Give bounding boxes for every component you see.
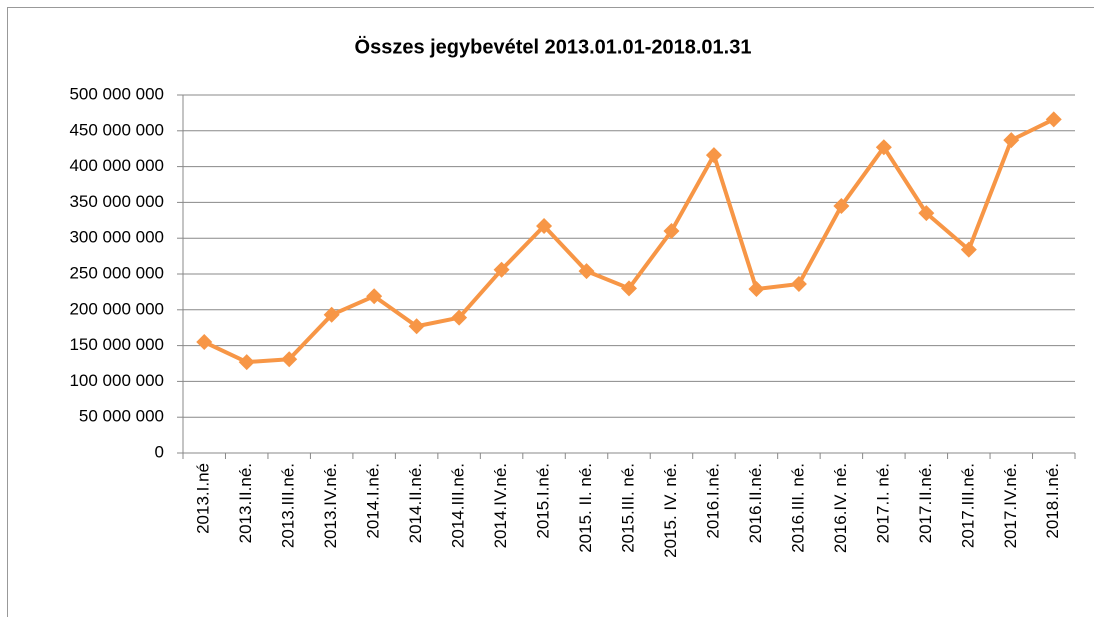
y-tick-label: 450 000 000	[69, 120, 164, 139]
data-point	[621, 280, 637, 297]
x-tick-label: 2017.III.né.	[958, 463, 977, 548]
series-line	[203, 117, 1055, 365]
data-point	[238, 354, 255, 371]
y-tick-label: 150 000 000	[69, 335, 164, 354]
x-tick-label: 2014.IV.né.	[491, 463, 510, 548]
y-tick-label: 200 000 000	[69, 299, 164, 318]
data-point	[1045, 111, 1062, 128]
x-tick-label: 2016.III. né.	[788, 463, 807, 553]
x-tick-label: 2016.IV. né.	[831, 463, 850, 553]
y-tick-label: 400 000 000	[69, 156, 164, 175]
x-tick-label: 2017.IV.né.	[1001, 463, 1020, 548]
data-point	[875, 139, 892, 156]
data-point	[536, 218, 553, 235]
data-point	[705, 147, 722, 164]
data-point	[451, 309, 468, 326]
x-tick-label: 2016.I.né.	[703, 463, 722, 539]
y-tick-label: 300 000 000	[69, 228, 164, 247]
data-point	[663, 223, 680, 240]
x-tick-label: 2014.II.né.	[406, 463, 425, 543]
data-point	[366, 288, 383, 305]
x-tick-label: 2015. IV. né.	[661, 463, 680, 558]
x-tick-label: 2013.I.né	[194, 463, 213, 534]
data-point	[323, 306, 340, 323]
x-tick-label: 2014.III.né.	[449, 463, 468, 548]
x-tick-label: 2013.IV.né.	[321, 463, 340, 548]
x-tick-label: 2016.II.né.	[746, 463, 765, 543]
data-point	[578, 263, 595, 280]
x-tick-label: 2015. II. né.	[576, 463, 595, 553]
x-tick-label: 2013.II.né.	[236, 463, 255, 543]
x-tick-label: 2015.III. né.	[618, 463, 637, 553]
x-tick-label: 2015.I.né.	[534, 463, 553, 539]
x-tick-label: 2018.I.né.	[1043, 463, 1062, 539]
x-tick-label: 2013.III.né.	[279, 463, 298, 548]
y-tick-label: 100 000 000	[69, 371, 164, 390]
chart-title: Összes jegybevétel 2013.01.01-2018.01.31	[355, 35, 752, 58]
data-point	[833, 197, 850, 214]
data-point	[790, 276, 807, 293]
data-point	[960, 241, 977, 258]
data-point	[918, 205, 935, 222]
y-tick-label: 350 000 000	[69, 192, 164, 211]
data-point	[281, 351, 298, 368]
data-point	[408, 318, 425, 335]
data-point	[1003, 132, 1020, 149]
y-tick-label: 50 000 000	[79, 407, 164, 426]
y-tick-label: 500 000 000	[69, 84, 164, 103]
x-tick-label: 2017.I. né.	[873, 463, 892, 543]
y-tick-label: 0	[155, 442, 164, 461]
x-tick-label: 2017.II.né.	[916, 463, 935, 543]
data-point	[196, 334, 213, 351]
x-tick-label: 2014.I.né.	[364, 463, 383, 539]
data-point	[493, 261, 510, 278]
chart-frame	[7, 7, 1094, 617]
y-tick-label: 250 000 000	[69, 263, 164, 282]
data-point	[748, 281, 765, 298]
